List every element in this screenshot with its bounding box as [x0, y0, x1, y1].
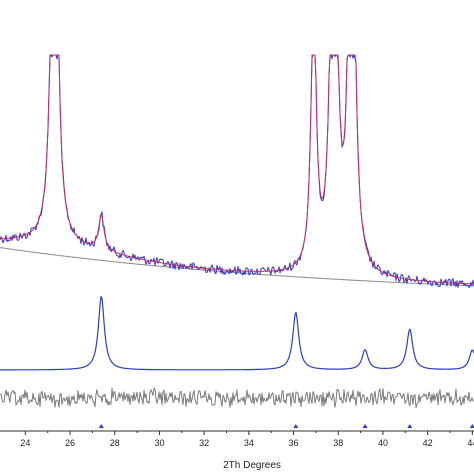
x-tick-label: 36: [289, 438, 299, 448]
x-axis: 2426283032343638404244464850525456586062…: [0, 430, 474, 448]
x-tick-label: 42: [423, 438, 433, 448]
reflection-markers-layer: [98, 424, 474, 428]
x-tick-label: 38: [333, 438, 343, 448]
phase-profile-line: [0, 296, 474, 371]
reflection-marker: [407, 424, 413, 428]
calculated-pattern-line: [0, 54, 474, 285]
x-tick-label: 32: [199, 438, 209, 448]
x-tick-label: 34: [244, 438, 254, 448]
x-tick-label: 28: [110, 438, 120, 448]
reflection-marker: [98, 424, 104, 428]
observed-pattern-line: [0, 54, 474, 289]
background-curve-layer: [0, 247, 474, 287]
reflection-marker: [469, 424, 474, 428]
x-tick-label: 30: [154, 438, 164, 448]
observed-pattern-layer: [0, 54, 474, 289]
x-tick-label: 44: [467, 438, 474, 448]
x-axis-title: 2Th Degrees: [223, 460, 281, 471]
x-tick-label: 24: [20, 438, 30, 448]
reflection-marker: [362, 424, 368, 428]
x-tick-label: 40: [378, 438, 388, 448]
phase-profile-layer: [0, 296, 474, 371]
x-tick-label: 26: [65, 438, 75, 448]
calculated-pattern-layer: [0, 54, 474, 285]
difference-curve-layer: [0, 387, 474, 409]
background-curve: [0, 247, 474, 287]
reflection-marker: [293, 424, 299, 428]
difference-curve-line: [0, 387, 474, 409]
